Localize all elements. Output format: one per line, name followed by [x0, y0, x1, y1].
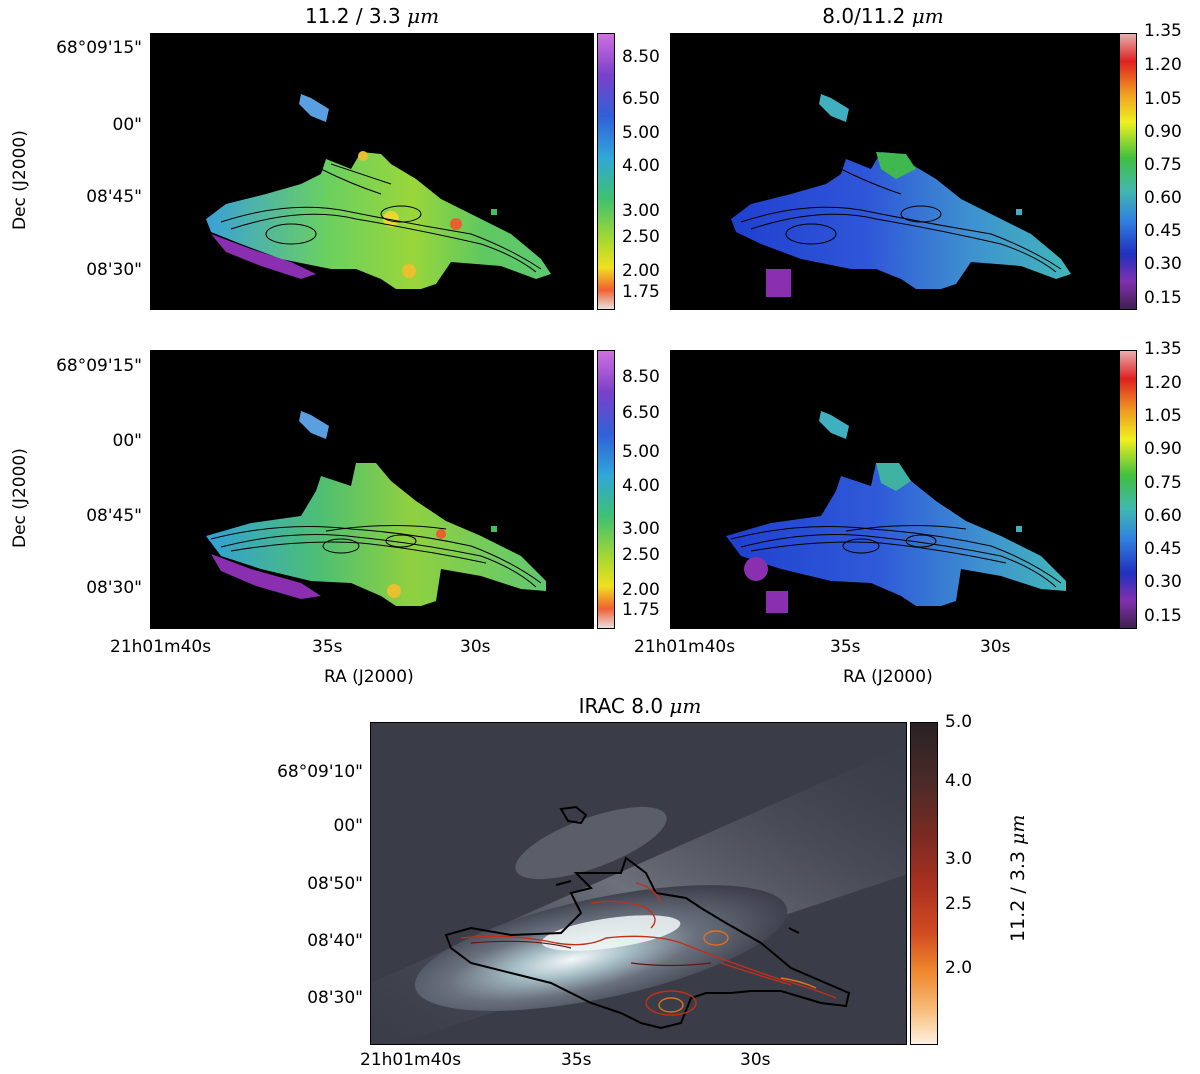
- cb-tick: 1.35: [1144, 21, 1182, 41]
- cb-tick: 3.0: [945, 849, 973, 869]
- colorbar-ratio-11-3-bottom: [597, 350, 615, 629]
- ratio-8-11-map-bottom: [670, 350, 1123, 629]
- cb-tick: 1.20: [1144, 373, 1182, 393]
- cb-tick: 1.20: [1144, 55, 1182, 75]
- dec-tick: 08'45": [86, 187, 142, 207]
- ra-tick: 35s: [830, 637, 861, 657]
- cb-tick: 1.05: [1144, 406, 1182, 426]
- dec-tick: 08'40": [307, 931, 363, 951]
- dec-tick: 08'45": [86, 506, 142, 526]
- dec-tick: 08'30": [307, 988, 363, 1008]
- colorbar-ratio-11-3-top: [597, 33, 615, 310]
- colorbar-irac-label: 11.2 / 3.3 μm: [1007, 814, 1029, 942]
- cb-tick: 3.00: [622, 519, 660, 539]
- cb-tick: 0.60: [1144, 188, 1182, 208]
- ra-tick: 21h01m40s: [360, 1050, 462, 1070]
- cb-tick: 6.50: [622, 89, 660, 109]
- ratio-map-image: [731, 94, 1071, 297]
- irac-image: [371, 723, 906, 1044]
- ra-axis-label-left: RA (J2000): [324, 667, 414, 687]
- panel-tl-title: 11.2 / 3.3 μm: [304, 4, 440, 28]
- cb-tick: 2.50: [622, 227, 660, 247]
- ratio-8-11-map-top: [670, 33, 1123, 310]
- dec-tick: 08'30": [86, 578, 142, 598]
- colorbar-ratio-8-11-bottom: [1119, 350, 1137, 629]
- cb-tick: 2.0: [945, 958, 973, 978]
- cb-tick: 2.00: [622, 580, 660, 600]
- cb-tick: 0.45: [1144, 221, 1182, 241]
- cb-tick: 1.75: [622, 600, 660, 620]
- cb-tick: 5.00: [622, 123, 660, 143]
- ra-tick: 35s: [312, 637, 343, 657]
- ratio-map-image: [726, 411, 1066, 613]
- dec-tick: 08'30": [86, 260, 142, 280]
- irac-8um-map: [370, 722, 907, 1045]
- cb-tick: 5.0: [945, 712, 973, 732]
- cb-tick: 2.5: [945, 894, 973, 914]
- cb-tick: 0.45: [1144, 539, 1182, 559]
- cb-tick: 0.75: [1144, 473, 1182, 493]
- cb-tick: 0.90: [1144, 439, 1182, 459]
- ratio-map-image: [206, 94, 551, 289]
- cb-tick: 8.50: [622, 47, 660, 67]
- cb-tick: 4.00: [622, 476, 660, 496]
- cb-tick: 0.30: [1144, 572, 1182, 592]
- dec-tick: 00": [112, 431, 142, 451]
- cb-tick: 0.30: [1144, 254, 1182, 274]
- cb-tick: 0.15: [1144, 606, 1182, 626]
- panel-tr-title: 8.0/11.2 μm: [822, 4, 944, 28]
- cb-tick: 5.00: [622, 442, 660, 462]
- cb-tick: 8.50: [622, 367, 660, 387]
- ra-tick: 21h01m40s: [634, 637, 736, 657]
- ra-tick: 30s: [980, 637, 1011, 657]
- cb-tick: 1.75: [622, 282, 660, 302]
- dec-axis-label-row2: Dec (J2000): [10, 448, 30, 548]
- dec-tick: 68°09'15": [56, 356, 142, 376]
- dec-tick: 08'50": [307, 874, 363, 894]
- ra-tick: 30s: [460, 637, 491, 657]
- ratio-map-image: [206, 411, 546, 606]
- dec-tick: 00": [333, 816, 363, 836]
- cb-tick: 3.00: [622, 201, 660, 221]
- cb-tick: 1.05: [1144, 89, 1182, 109]
- dec-tick: 68°09'15": [56, 38, 142, 58]
- cb-tick: 1.35: [1144, 339, 1182, 359]
- panel-irac-title: IRAC 8.0 μm: [578, 694, 702, 718]
- cb-tick: 4.00: [622, 156, 660, 176]
- cb-tick: 6.50: [622, 403, 660, 423]
- dec-axis-label-row1: Dec (J2000): [10, 130, 30, 230]
- cb-tick: 4.0: [945, 771, 973, 791]
- cb-tick: 0.15: [1144, 288, 1182, 308]
- ratio-11-3-map-top: [150, 33, 594, 310]
- dec-tick: 68°09'10": [277, 762, 363, 782]
- ra-tick: 21h01m40s: [110, 637, 212, 657]
- ra-tick: 35s: [561, 1050, 592, 1070]
- cb-tick: 0.75: [1144, 155, 1182, 175]
- ratio-11-3-map-bottom: [150, 350, 594, 629]
- cb-tick: 2.50: [622, 545, 660, 565]
- ra-tick: 30s: [740, 1050, 771, 1070]
- colorbar-ratio-8-11-top: [1119, 33, 1137, 310]
- cb-tick: 2.00: [622, 261, 660, 281]
- cb-tick: 0.60: [1144, 506, 1182, 526]
- cb-tick: 0.90: [1144, 122, 1182, 142]
- ra-axis-label-right: RA (J2000): [843, 667, 933, 687]
- colorbar-irac-ratio: [910, 722, 938, 1045]
- dec-tick: 00": [112, 115, 142, 135]
